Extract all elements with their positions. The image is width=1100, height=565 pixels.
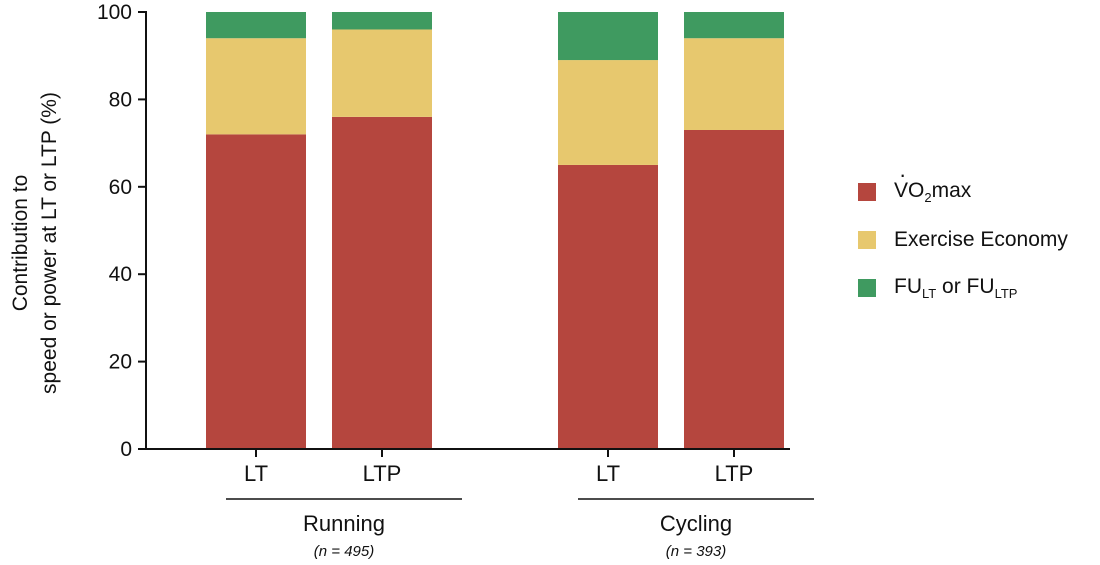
x-category-label-3: LTP [715, 461, 754, 486]
y-tick-label-60: 60 [109, 176, 132, 199]
legend-swatch-economy [858, 231, 876, 249]
group-n-label-1: (n = 393) [666, 543, 726, 560]
y-tick-label-20: 20 [109, 351, 132, 374]
y-tick-label-80: 80 [109, 88, 132, 111]
legend-label-vo2-rest: max [931, 179, 972, 202]
bar-segment-1-1 [332, 29, 432, 117]
bar-segment-2-1 [558, 60, 658, 165]
legend-label-vo2-main: VO [894, 162, 924, 203]
legend-item-economy: Exercise Economy [858, 216, 1068, 264]
x-category-label-2: LT [596, 461, 620, 486]
bar-segment-3-1 [684, 38, 784, 130]
bar-segment-3-2 [684, 12, 784, 39]
bar-segment-2-0 [558, 164, 658, 449]
x-category-label-0: LT [244, 461, 268, 486]
legend-item-vo2max: VO2max [858, 162, 1068, 216]
legend-swatch-fu [858, 279, 876, 297]
y-tick-label-0: 0 [120, 438, 132, 461]
group-label-0: Running [303, 511, 385, 536]
legend-label-fu-b-sub: LTP [994, 286, 1018, 301]
group-n-label-0: (n = 495) [314, 543, 374, 560]
y-tick-label-100: 100 [97, 1, 132, 24]
legend-label-economy: Exercise Economy [894, 228, 1068, 251]
bar-segment-3-0 [684, 129, 784, 450]
bar-segment-0-0 [206, 134, 306, 450]
bar-segment-0-2 [206, 12, 306, 39]
legend-label-vo2-sub: 2 [924, 190, 932, 205]
legend-item-fu: FULT or FULTP [858, 264, 1068, 312]
bar-segment-1-0 [332, 116, 432, 449]
legend-label-fu-mid: or FU [936, 275, 995, 298]
bar-segment-0-1 [206, 38, 306, 135]
y-tick-label-40: 40 [109, 263, 132, 286]
bar-segment-1-2 [332, 12, 432, 30]
legend-swatch-vo2max [858, 183, 876, 201]
legend: VO2max Exercise Economy FULT or FULTP [858, 162, 1068, 312]
bar-segment-2-2 [558, 12, 658, 61]
group-label-1: Cycling [660, 511, 732, 536]
legend-label-fu-a: FU [894, 275, 922, 298]
x-category-label-1: LTP [363, 461, 402, 486]
legend-label-fu-a-sub: LT [922, 286, 937, 301]
